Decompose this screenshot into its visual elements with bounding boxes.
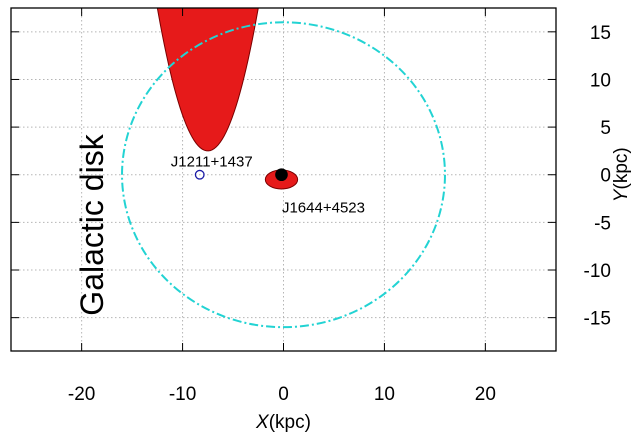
- y-tick-label: 15: [590, 23, 611, 44]
- source-marker-j1211: [194, 169, 205, 180]
- disk-circle: [121, 21, 446, 329]
- source-label-j1211: J1211+1437: [171, 154, 253, 171]
- y-tick-label: -10: [584, 261, 611, 282]
- annotation-layer: X(kpc) Y(kpc) J1211+1437 J1644+4523 Galactic…: [74, 133, 632, 433]
- y-tick-label: 10: [590, 70, 611, 91]
- parabola-region: [156, 8, 259, 152]
- y-axis-label: Y(kpc): [611, 147, 632, 202]
- y-tick-label: -5: [594, 213, 611, 234]
- galactic-disk-label: Galactic disk: [74, 133, 110, 315]
- axis-ticks: -20 -10 0 10 20 15 10 5 0 -5 -10 -15: [11, 8, 611, 405]
- y-tick-label: 5: [600, 118, 611, 139]
- source-marker-j1644: [275, 168, 288, 182]
- x-axis-label: X(kpc): [255, 412, 311, 433]
- x-tick-label: -10: [169, 384, 196, 405]
- x-tick-label: 0: [278, 384, 289, 405]
- y-tick-label: 0: [600, 166, 611, 187]
- x-tick-label: 20: [475, 384, 496, 405]
- x-tick-label: 10: [374, 384, 395, 405]
- regions-layer: [121, 8, 446, 329]
- y-tick-label: -15: [584, 309, 611, 330]
- source-label-j1644: J1644+4523: [282, 200, 365, 217]
- x-tick-label: -20: [68, 384, 95, 405]
